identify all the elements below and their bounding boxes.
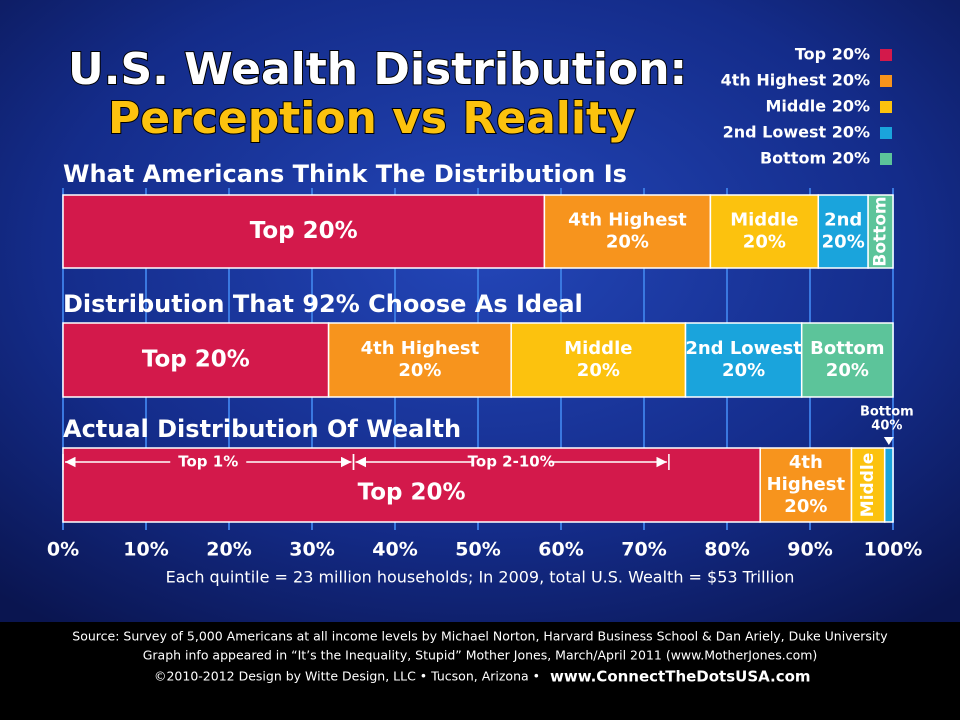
segment-label: Bottom	[860, 405, 914, 420]
segment-label: 20%	[743, 232, 786, 253]
legend-swatch	[880, 127, 892, 139]
bar-segment	[510, 322, 687, 398]
bar-segment	[62, 447, 761, 523]
x-tick-label: 0%	[47, 539, 79, 561]
segment-label: 4th	[789, 452, 823, 473]
note: Each quintile = 23 million households; I…	[166, 568, 795, 587]
legend-swatch	[880, 49, 892, 61]
legend-label: Top 20%	[795, 45, 870, 64]
x-tick-label: 60%	[538, 539, 583, 561]
x-tick-label: 10%	[123, 539, 168, 561]
segment-label: 20%	[784, 496, 827, 517]
segment-label: 20%	[722, 360, 765, 381]
annotation: Top 2-10%	[352, 453, 670, 471]
bar-segment	[684, 322, 803, 398]
segment-label: 20%	[577, 360, 620, 381]
segment-label: Bottom	[810, 338, 884, 359]
annotation-label: Top 1%	[178, 453, 238, 471]
x-tick-label: 50%	[455, 539, 500, 561]
chart-subtitle: Perception vs Reality	[108, 93, 636, 144]
x-tick-label: 100%	[864, 539, 923, 561]
x-tick-label: 80%	[704, 539, 749, 561]
segment-label: Top 20%	[142, 347, 250, 373]
bar-segment	[709, 194, 820, 269]
legend-label: Middle 20%	[765, 97, 870, 116]
legend-label: 2nd Lowest 20%	[723, 123, 870, 142]
legend-swatch	[880, 75, 892, 87]
pointer	[883, 437, 894, 445]
bar-segment	[883, 447, 894, 523]
segment-label: 4th Highest	[361, 338, 480, 359]
legend-swatch	[880, 153, 892, 165]
segment-label: 4th Highest	[568, 210, 687, 231]
footer-credit: ©2010-2012 Design by Witte Design, LLC •…	[154, 669, 540, 684]
bar-segment	[543, 194, 712, 269]
segment-label: 20%	[826, 360, 869, 381]
bar-title: Actual Distribution Of Wealth	[63, 415, 461, 443]
segment-label: 20%	[398, 360, 441, 381]
bar-title: What Americans Think The Distribution Is	[63, 160, 627, 188]
footer-source: Source: Survey of 5,000 Americans at all…	[72, 629, 888, 644]
bar-title: Distribution That 92% Choose As Ideal	[63, 290, 583, 318]
x-tick-label: 30%	[289, 539, 334, 561]
legend-label: Bottom 20%	[760, 149, 870, 168]
footer-website: www.ConnectTheDotsUSA.com	[550, 668, 811, 686]
legend-label: 4th Highest 20%	[721, 71, 870, 90]
segment-label: 20%	[606, 232, 649, 253]
bar-segment	[62, 322, 330, 398]
annotation: Top 1%	[62, 453, 355, 471]
annotation-label: Top 2-10%	[468, 453, 555, 471]
x-tick-label: 40%	[372, 539, 417, 561]
segment-label: Middle	[858, 453, 878, 517]
segment-label: 20%	[822, 232, 865, 253]
segment-label: Top 20%	[358, 480, 466, 506]
footer-background	[0, 622, 960, 720]
segment-label: Top 20%	[250, 218, 358, 244]
segment-label: 2nd Lowest	[685, 338, 802, 359]
x-tick-label: 20%	[206, 539, 251, 561]
x-tick-label: 70%	[621, 539, 666, 561]
bar-segment	[327, 322, 512, 398]
bar-segment	[62, 194, 546, 269]
footer-publication: Graph info appeared in “It’s the Inequal…	[143, 648, 818, 663]
segment-label: 2nd	[824, 210, 862, 231]
x-tick-label: 90%	[787, 539, 832, 561]
segment-label: Highest	[767, 474, 846, 495]
bar-segment	[800, 322, 894, 398]
segment-label: Middle	[730, 210, 798, 231]
segment-label: Middle	[564, 338, 632, 359]
legend-swatch	[880, 101, 892, 113]
chart-title: U.S. Wealth Distribution:	[68, 44, 687, 95]
segment-label: Bottom	[871, 196, 891, 266]
segment-label: 40%	[871, 419, 902, 434]
bar-segment	[867, 194, 894, 269]
